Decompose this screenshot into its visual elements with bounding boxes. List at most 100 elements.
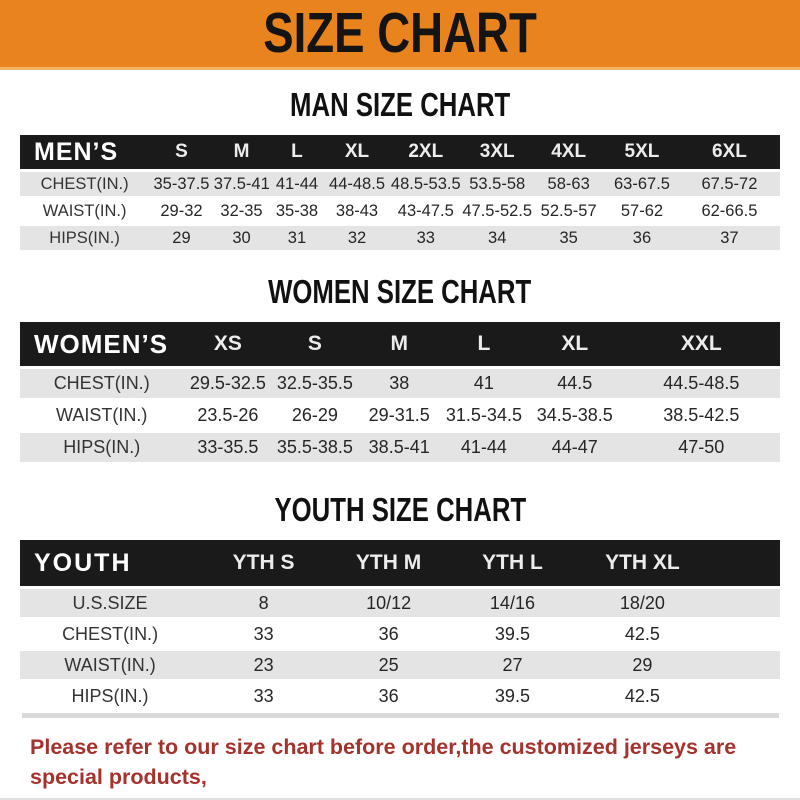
banner: SIZE CHART bbox=[0, 0, 800, 70]
value-cell: 35-38 bbox=[269, 199, 325, 223]
value-cell: 35 bbox=[532, 226, 606, 250]
value-cell: 18/20 bbox=[574, 589, 711, 617]
column-header-cell: YTH L bbox=[450, 540, 575, 586]
table-title-cell: YOUTH bbox=[20, 540, 201, 586]
column-header-cell: S bbox=[272, 322, 358, 366]
value-cell: 67.5-72 bbox=[678, 172, 780, 196]
value-cell: 29 bbox=[149, 226, 214, 250]
banner-title: SIZE CHART bbox=[263, 1, 537, 65]
value-cell: 30 bbox=[213, 226, 270, 250]
table-row: WAIST(IN.) 29-32 32-35 35-38 38-43 43-47.5 47.… bbox=[20, 199, 780, 223]
value-cell: 23.5-26 bbox=[183, 401, 273, 430]
footer-line-1: Please refer to our size chart before or… bbox=[30, 735, 737, 789]
value-cell: 38.5-42.5 bbox=[622, 401, 780, 430]
men-size-table: MEN’S S M L XL 2XL 3XL 4XL 5XL 6XL CHEST(IN.) 35-37… bbox=[20, 132, 780, 253]
value-cell: 38 bbox=[357, 369, 441, 398]
value-cell: 35.5-38.5 bbox=[272, 433, 358, 462]
row-label-cell: CHEST(IN.) bbox=[20, 172, 150, 196]
row-label-cell: WAIST(IN.) bbox=[20, 401, 184, 430]
column-header-cell: 6XL bbox=[678, 135, 780, 169]
value-cell: 31 bbox=[269, 226, 325, 250]
column-header-cell: YTH S bbox=[200, 540, 328, 586]
value-cell: 41-44 bbox=[269, 172, 325, 196]
value-cell: 33 bbox=[200, 682, 328, 710]
table-row: WAIST(IN.) 23 25 27 29 bbox=[20, 651, 780, 679]
value-cell: 41-44 bbox=[441, 433, 527, 462]
value-cell: 44-48.5 bbox=[324, 172, 390, 196]
women-section-heading-text: WOMEN SIZE CHART bbox=[268, 273, 532, 310]
value-cell: 38.5-41 bbox=[357, 433, 441, 462]
value-cell: 29-32 bbox=[149, 199, 214, 223]
women-size-table: WOMEN’S XS S M L XL XXL CHEST(IN.) 29.5-32.5 32.5… bbox=[20, 319, 780, 465]
value-cell: 32 bbox=[324, 226, 390, 250]
value-cell: 34 bbox=[462, 226, 533, 250]
value-cell: 42.5 bbox=[574, 620, 711, 648]
value-cell: 33 bbox=[200, 620, 328, 648]
footer-line-2: we don't accept cancel, change, teturn o… bbox=[30, 792, 800, 798]
value-cell: 8 bbox=[200, 589, 328, 617]
value-cell: 44.5 bbox=[526, 369, 623, 398]
column-header-cell: XL bbox=[526, 322, 623, 366]
value-cell: 42.5 bbox=[574, 682, 711, 710]
value-cell: 48.5-53.5 bbox=[389, 172, 463, 196]
table-row: CHEST(IN.) 29.5-32.5 32.5-35.5 38 41 44.5 44.5… bbox=[20, 369, 780, 398]
column-header-cell: S bbox=[149, 135, 214, 169]
row-label-cell: WAIST(IN.) bbox=[20, 199, 150, 223]
row-label-cell: U.S.SIZE bbox=[20, 589, 201, 617]
column-header-cell: L bbox=[441, 322, 527, 366]
filler-cell bbox=[710, 540, 780, 586]
footer-disclaimer: Please refer to our size chart before or… bbox=[0, 732, 800, 798]
column-header-cell: M bbox=[357, 322, 441, 366]
value-cell: 36 bbox=[327, 620, 451, 648]
youth-section-heading: YOUTH SIZE CHART bbox=[0, 491, 800, 529]
row-label-cell: HIPS(IN.) bbox=[20, 433, 184, 462]
table-row: CHEST(IN.) 33 36 39.5 42.5 bbox=[20, 620, 780, 648]
women-section-heading: WOMEN SIZE CHART bbox=[0, 273, 800, 311]
value-cell: 47.5-52.5 bbox=[462, 199, 533, 223]
value-cell: 29.5-32.5 bbox=[183, 369, 273, 398]
column-header-cell: 3XL bbox=[462, 135, 533, 169]
table-header-row: MEN’S S M L XL 2XL 3XL 4XL 5XL 6XL bbox=[20, 135, 780, 169]
value-cell: 29-31.5 bbox=[357, 401, 441, 430]
value-cell: 32.5-35.5 bbox=[272, 369, 358, 398]
value-cell: 26-29 bbox=[272, 401, 358, 430]
table-row: CHEST(IN.) 35-37.5 37.5-41 41-44 44-48.5 48.5… bbox=[20, 172, 780, 196]
value-cell: 34.5-38.5 bbox=[526, 401, 623, 430]
value-cell: 32-35 bbox=[213, 199, 270, 223]
value-cell: 47-50 bbox=[622, 433, 780, 462]
table-row: HIPS(IN.) 33 36 39.5 42.5 bbox=[20, 682, 780, 710]
man-section-heading: MAN SIZE CHART bbox=[0, 86, 800, 124]
column-header-cell: XL bbox=[324, 135, 390, 169]
column-header-cell: 2XL bbox=[389, 135, 463, 169]
filler-cell bbox=[710, 589, 780, 617]
row-label-cell: HIPS(IN.) bbox=[20, 226, 150, 250]
youth-size-table: YOUTH YTH S YTH M YTH L YTH XL U.S.SIZE 8 10/12… bbox=[20, 537, 780, 713]
value-cell: 43-47.5 bbox=[389, 199, 463, 223]
column-header-cell: 4XL bbox=[532, 135, 606, 169]
column-header-cell: L bbox=[269, 135, 325, 169]
table-row: HIPS(IN.) 29 30 31 32 33 34 35 36 37 bbox=[20, 226, 780, 250]
value-cell: 53.5-58 bbox=[462, 172, 533, 196]
column-header-cell: M bbox=[213, 135, 270, 169]
filler-cell bbox=[710, 620, 780, 648]
value-cell: 39.5 bbox=[450, 620, 575, 648]
value-cell: 63-67.5 bbox=[605, 172, 679, 196]
value-cell: 25 bbox=[327, 651, 451, 679]
value-cell: 33-35.5 bbox=[183, 433, 273, 462]
value-cell: 10/12 bbox=[327, 589, 451, 617]
value-cell: 35-37.5 bbox=[149, 172, 214, 196]
value-cell: 44-47 bbox=[526, 433, 623, 462]
value-cell: 37 bbox=[678, 226, 780, 250]
man-section-heading-text: MAN SIZE CHART bbox=[289, 86, 511, 123]
column-header-cell: 5XL bbox=[605, 135, 679, 169]
row-label-cell: HIPS(IN.) bbox=[20, 682, 201, 710]
value-cell: 27 bbox=[450, 651, 575, 679]
value-cell: 31.5-34.5 bbox=[441, 401, 527, 430]
row-label-cell: CHEST(IN.) bbox=[20, 369, 184, 398]
value-cell: 58-63 bbox=[532, 172, 606, 196]
value-cell: 41 bbox=[441, 369, 527, 398]
value-cell: 36 bbox=[327, 682, 451, 710]
value-cell: 38-43 bbox=[324, 199, 390, 223]
table-row: HIPS(IN.) 33-35.5 35.5-38.5 38.5-41 41-44 44-… bbox=[20, 433, 780, 462]
